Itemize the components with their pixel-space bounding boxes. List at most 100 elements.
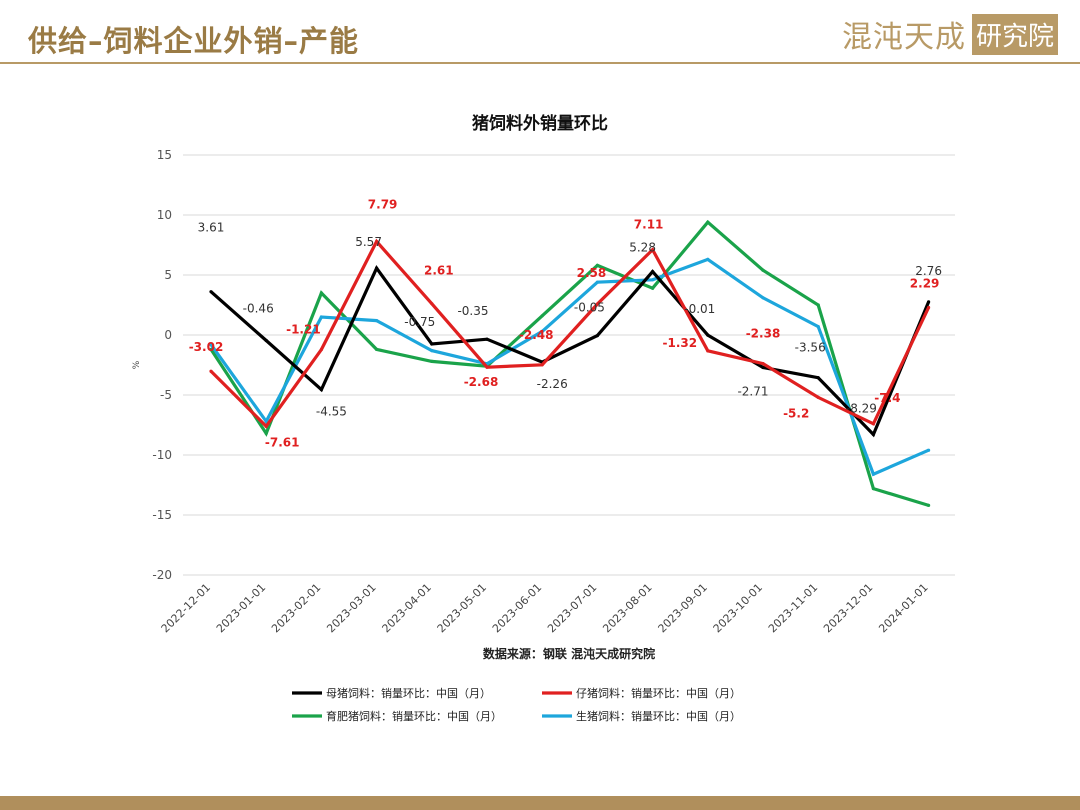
data-point: [706, 333, 710, 337]
data-point: [706, 349, 710, 353]
data-point: [927, 503, 931, 507]
data-label-red: -3.02: [189, 340, 224, 354]
legend-label: 仔猪饲料：销量环比：中国（月）: [576, 686, 741, 700]
data-point: [706, 220, 710, 224]
x-tick-label: 2024-01-01: [876, 581, 930, 635]
data-label-black: -0.05: [574, 301, 605, 315]
data-point: [651, 248, 655, 252]
chart-title: 猪饲料外销量环比: [472, 113, 608, 134]
legend-label: 生猪饲料：销量环比：中国（月）: [576, 709, 741, 723]
x-tick-label: 2023-12-01: [821, 581, 875, 635]
data-label-black: -2.26: [537, 377, 568, 391]
data-label-red: -2.68: [464, 375, 499, 389]
data-point: [871, 472, 876, 476]
y-tick-label: -5: [160, 388, 172, 402]
data-point: [319, 347, 323, 352]
data-point: [319, 388, 323, 392]
x-tick-label: 2023-06-01: [490, 581, 544, 635]
data-point: [816, 325, 820, 329]
x-tick-label: 2023-03-01: [324, 581, 378, 635]
legend-label: 育肥猪饲料：销量环比：中国（月）: [326, 709, 502, 723]
data-label-red: -7.4: [874, 391, 900, 405]
data-point: [595, 302, 600, 306]
data-point: [375, 266, 379, 270]
legend-label: 母猪饲料：销量环比：中国（月）: [326, 686, 491, 700]
data-label-red: -1.32: [663, 336, 698, 350]
footer-bar: [0, 796, 1080, 810]
brand-logo: 混沌天成 研究院: [841, 13, 1058, 55]
data-label-black: -3.56: [795, 341, 826, 355]
data-label-black: -0.46: [243, 302, 274, 316]
data-label-red: -5.2: [783, 406, 809, 420]
x-tick-label: 2023-04-01: [380, 581, 434, 635]
data-point: [264, 424, 268, 428]
data-label-black: -2.71: [737, 385, 768, 399]
data-point: [706, 257, 710, 261]
data-point: [430, 342, 434, 346]
data-label-black: -0.01: [684, 302, 715, 316]
series-line: [209, 238, 931, 429]
data-label-black: 5.28: [629, 241, 656, 255]
data-point: [651, 286, 655, 290]
x-tick-label: 2023-08-01: [600, 581, 654, 635]
data-point: [430, 359, 434, 363]
data-point: [430, 349, 434, 353]
data-label-red: 2.58: [577, 266, 607, 280]
data-label-black: 3.61: [198, 221, 225, 235]
data-label-red: 7.79: [368, 198, 398, 212]
data-point: [595, 280, 600, 284]
brand-text: 混沌天成: [841, 20, 966, 55]
data-point: [871, 432, 876, 437]
y-tick-label: -15: [152, 508, 172, 522]
y-tick-label: -10: [152, 448, 172, 462]
data-point: [761, 365, 765, 370]
y-tick-label: 15: [157, 148, 172, 162]
data-point: [375, 239, 379, 244]
y-tick-label: -20: [152, 568, 172, 582]
data-label-black: 5.57: [355, 235, 382, 249]
y-tick-label: 5: [164, 268, 172, 282]
data-label-black: 2.76: [915, 264, 942, 278]
data-point: [651, 270, 655, 274]
data-point: [540, 314, 544, 318]
y-tick-label: 0: [164, 328, 172, 342]
data-label-red: -1.21: [286, 323, 321, 337]
data-point: [871, 422, 876, 426]
page-title: 供给–饲料企业外销–产能: [28, 24, 360, 58]
header-rule: [0, 62, 1080, 64]
data-point: [927, 300, 931, 304]
x-tick-label: 2023-11-01: [766, 581, 820, 635]
data-point: [816, 395, 820, 399]
series-line: [209, 265, 931, 438]
series-line: [209, 257, 930, 477]
data-point: [651, 278, 655, 282]
data-point: [209, 347, 213, 351]
x-tick-label: 2023-10-01: [711, 581, 765, 635]
data-label-black: -0.75: [404, 315, 435, 329]
data-point: [927, 305, 931, 310]
x-tick-label: 2023-01-01: [214, 581, 268, 635]
data-point: [816, 376, 820, 380]
data-point: [264, 419, 268, 423]
data-label-red: 7.11: [634, 218, 664, 232]
data-point: [209, 290, 213, 294]
data-point: [595, 334, 600, 338]
x-tick-label: 2023-09-01: [656, 581, 710, 635]
data-point: [540, 363, 544, 367]
data-label-black: -0.35: [457, 304, 488, 318]
data-point: [761, 361, 765, 366]
data-point: [430, 302, 434, 306]
data-point: [319, 315, 323, 319]
data-point: [375, 319, 379, 323]
data-point: [209, 343, 213, 347]
y-axis-label: %: [132, 360, 142, 369]
data-label-red: 2.61: [424, 264, 454, 278]
data-point: [927, 448, 931, 452]
data-point: [761, 296, 765, 300]
series-line: [209, 219, 930, 507]
data-point: [816, 303, 820, 307]
page-header: 供给–饲料企业外销–产能 混沌天成 研究院: [0, 0, 1080, 64]
data-point: [264, 338, 268, 343]
data-label-red: -7.61: [265, 435, 300, 449]
data-label-black: -4.55: [316, 405, 347, 419]
